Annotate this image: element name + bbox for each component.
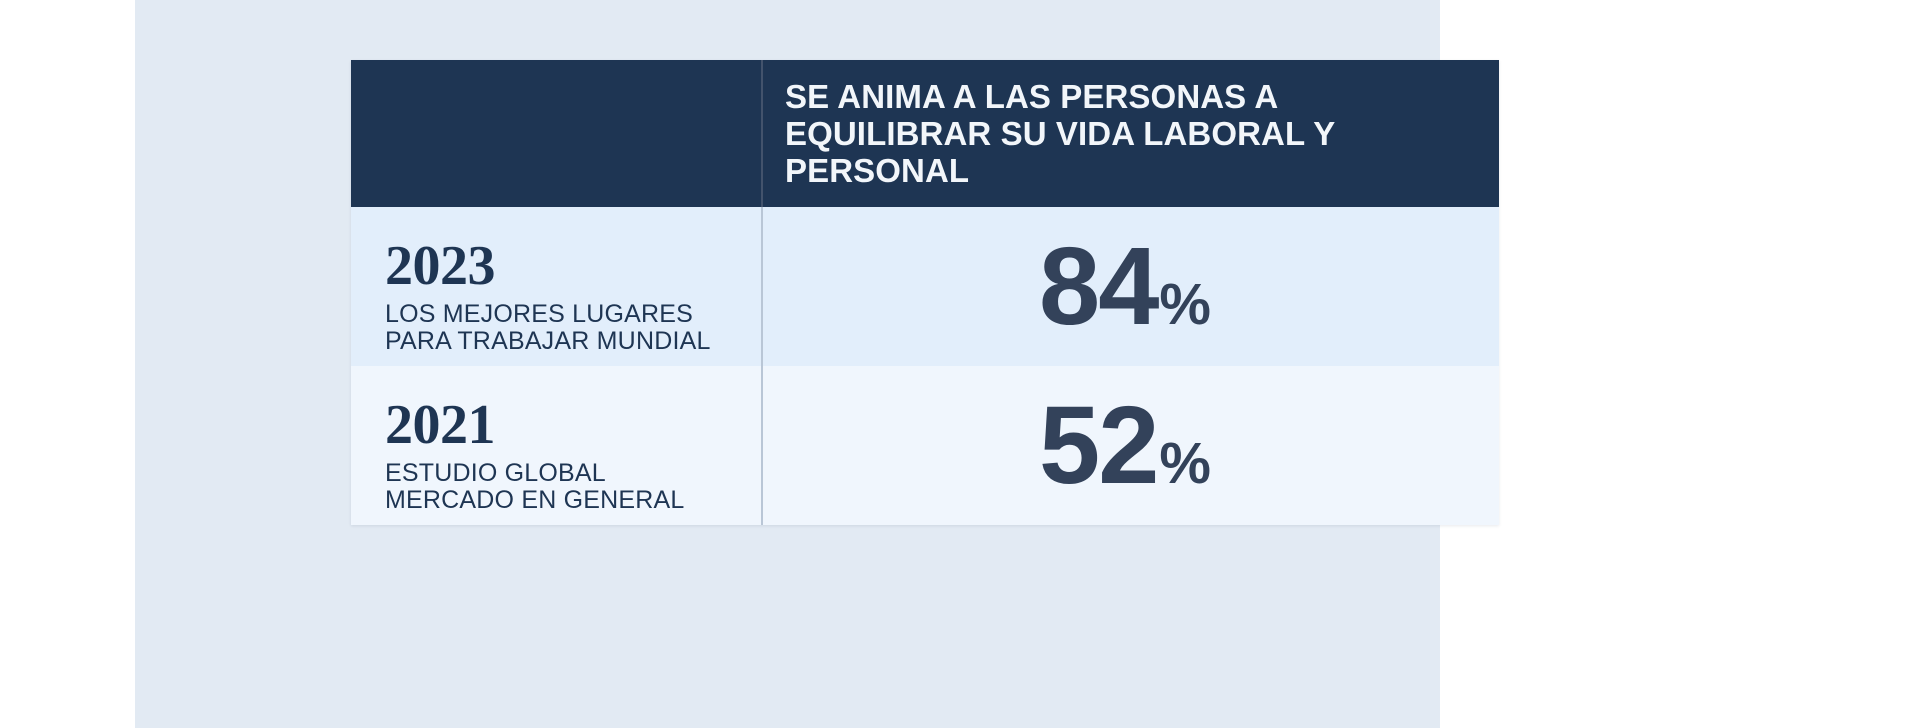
year-subtitle: ESTUDIO GLOBAL MERCADO EN GENERAL (385, 458, 761, 514)
year-cell-2023: 2023 LOS MEJORES LUGARES PARA TRABAJAR M… (351, 207, 761, 366)
year-cell-2021: 2021 ESTUDIO GLOBAL MERCADO EN GENERAL (351, 366, 761, 525)
slide-canvas: SE ANIMA A LAS PERSONAS A EQUILIBRAR SU … (135, 0, 1499, 728)
table-row: 2023 LOS MEJORES LUGARES PARA TRABAJAR M… (351, 207, 1499, 366)
year-label: 2021 (385, 393, 496, 456)
year-subtitle-line1: LOS MEJORES LUGARES (385, 299, 694, 328)
header-label-cell (351, 60, 761, 207)
stat-cell-2021: 52 % (761, 366, 1499, 525)
year-subtitle-line1: ESTUDIO GLOBAL (385, 458, 606, 487)
table-header-row: SE ANIMA A LAS PERSONAS A EQUILIBRAR SU … (351, 60, 1499, 207)
year-subtitle-line2: MERCADO EN GENERAL (385, 485, 685, 514)
header-heading-cell: SE ANIMA A LAS PERSONAS A EQUILIBRAR SU … (761, 60, 1499, 207)
year-subtitle-line2: PARA TRABAJAR MUNDIAL (385, 326, 711, 355)
stat-value-unit: % (1159, 430, 1211, 496)
header-heading-text: SE ANIMA A LAS PERSONAS A EQUILIBRAR SU … (785, 78, 1335, 189)
year-label: 2023 (385, 234, 496, 297)
stat-figure: 84 % (1039, 224, 1211, 348)
stat-cell-2023: 84 % (761, 207, 1499, 366)
stat-comparison-table: SE ANIMA A LAS PERSONAS A EQUILIBRAR SU … (351, 60, 1499, 525)
stat-value-unit: % (1159, 271, 1211, 337)
table-row: 2021 ESTUDIO GLOBAL MERCADO EN GENERAL 5… (351, 366, 1499, 525)
stat-figure: 52 % (1039, 383, 1211, 507)
year-subtitle: LOS MEJORES LUGARES PARA TRABAJAR MUNDIA… (385, 299, 761, 355)
stat-value-number: 84 (1039, 224, 1159, 348)
stat-value-number: 52 (1039, 383, 1159, 507)
